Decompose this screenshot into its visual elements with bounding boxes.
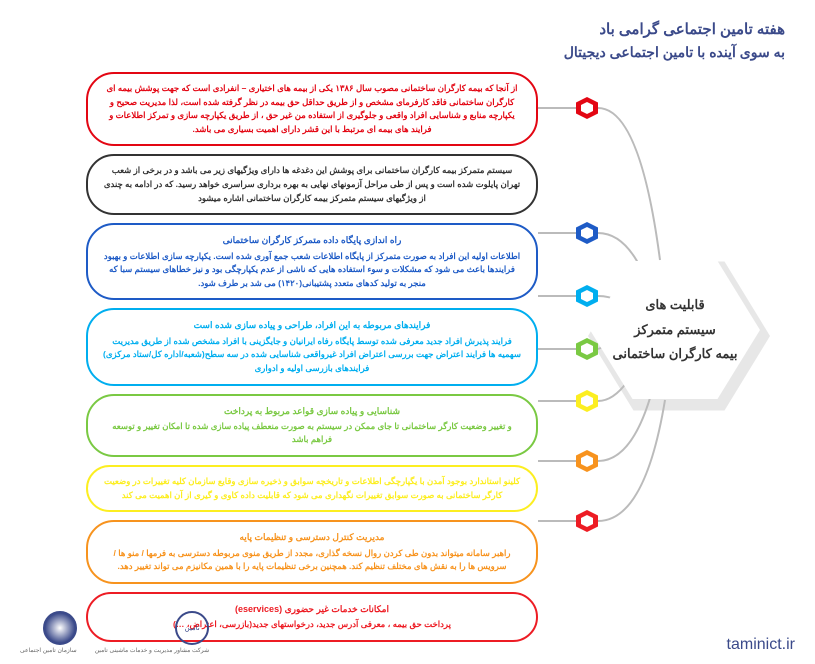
- center-hexagon: قابلیت های سیستم متمرکز بیمه کارگران ساخ…: [590, 255, 760, 405]
- logo-2-caption: سازمان تامین اجتماعی: [20, 647, 77, 654]
- logo-block-1: تامین شرکت مشاور مدیریت و خدمات ماشینی ت…: [95, 611, 209, 654]
- item-body: راهبر سامانه میتواند بدون طی کردن روال ن…: [102, 547, 522, 574]
- feature-item-3: فرایندهای مربوطه به این افراد، طراحی و پ…: [86, 308, 538, 385]
- logo-1: تامین: [175, 611, 209, 645]
- connector-node-1: [576, 222, 598, 244]
- feature-item-4: شناسایی و پیاده سازی قواعد مربوط به پردا…: [86, 394, 538, 458]
- header-line1: هفته تامین اجتماعی گرامی باد: [564, 20, 785, 38]
- feature-item-6: مدیریت کنترل دسترسی و تنظیمات پایه راهبر …: [86, 520, 538, 584]
- connector-node-4: [576, 390, 598, 412]
- item-title: شناسایی و پیاده سازی قواعد مربوط به پردا…: [102, 404, 522, 418]
- center-line1: قابلیت های: [645, 293, 704, 318]
- connector-node-5: [576, 450, 598, 472]
- header-line2: به سوی آینده با تامین اجتماعی دیجیتال: [564, 44, 785, 61]
- feature-item-2: راه اندازی پایگاه داده متمرکز کارگران سا…: [86, 223, 538, 300]
- center-line3: بیمه کارگران ساختمانی: [613, 342, 738, 367]
- connector-node-0: [576, 97, 598, 119]
- page-footer: taminict.ir تامین شرکت مشاور مدیریت و خد…: [0, 611, 815, 654]
- page-header: هفته تامین اجتماعی گرامی باد به سوی آیند…: [564, 20, 785, 61]
- item-body: اطلاعات اولیه این افراد به صورت متمرکز ا…: [102, 250, 522, 291]
- item-body: سیستم متمرکز بیمه کارگران ساختمانی برای …: [102, 164, 522, 205]
- item-body: فرایند پذیرش افراد جدید معرفی شده توسط پ…: [102, 335, 522, 376]
- footer-logos: تامین شرکت مشاور مدیریت و خدمات ماشینی ت…: [20, 611, 209, 654]
- feature-item-0: از آنجا که بیمه کارگران ساختمانی مصوب سا…: [86, 72, 538, 146]
- logo-1-caption: شرکت مشاور مدیریت و خدمات ماشینی تامین: [95, 647, 209, 654]
- connector-node-3: [576, 338, 598, 360]
- connector-node-2: [576, 285, 598, 307]
- item-body: کلینو استاندارد بوجود آمدن با یگپارچگی ا…: [102, 475, 522, 502]
- item-title: فرایندهای مربوطه به این افراد، طراحی و پ…: [102, 318, 522, 332]
- center-line2: سیستم متمرکز: [634, 318, 716, 343]
- connector-node-6: [576, 510, 598, 532]
- footer-url: taminict.ir: [727, 636, 795, 654]
- logo-block-2: سازمان تامین اجتماعی: [20, 611, 77, 654]
- feature-item-1: سیستم متمرکز بیمه کارگران ساختمانی برای …: [86, 154, 538, 215]
- item-title: مدیریت کنترل دسترسی و تنظیمات پایه: [102, 530, 522, 544]
- item-title: راه اندازی پایگاه داده متمرکز کارگران سا…: [102, 233, 522, 247]
- feature-item-5: کلینو استاندارد بوجود آمدن با یگپارچگی ا…: [86, 465, 538, 512]
- item-body: و تغییر وضعیت کارگر ساختمانی تا جای ممکن…: [102, 420, 522, 447]
- logo-2: [43, 611, 77, 645]
- items-list: از آنجا که بیمه کارگران ساختمانی مصوب سا…: [86, 72, 538, 650]
- item-body: از آنجا که بیمه کارگران ساختمانی مصوب سا…: [102, 82, 522, 136]
